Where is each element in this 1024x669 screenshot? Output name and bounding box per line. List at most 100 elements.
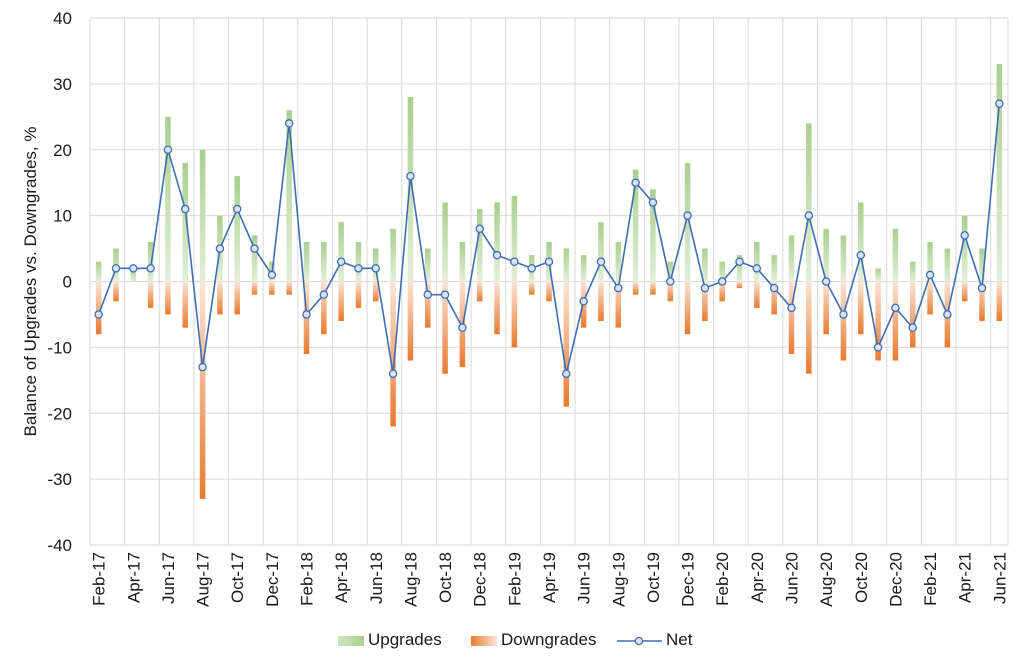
net-point <box>856 250 866 260</box>
downgrades-bar <box>373 281 379 302</box>
downgrades-bar <box>702 281 708 322</box>
net-point <box>908 323 917 332</box>
upgrades-bar <box>442 202 448 282</box>
upgrades-bar <box>321 241 327 282</box>
upgrades-bar <box>944 248 951 282</box>
net-point <box>198 362 207 372</box>
y-axis-title: Balance of Upgrades vs. Downgrades, % <box>21 127 40 437</box>
upgrades-bar <box>632 169 639 282</box>
x-tick-label: Apr-19 <box>540 552 559 603</box>
downgrades-bar <box>788 281 795 354</box>
x-tick-label: Apr-17 <box>124 552 143 603</box>
net-point <box>111 264 121 273</box>
upgrades-bar <box>147 241 154 282</box>
upgrades-bar <box>476 209 483 282</box>
x-tick-label: Aug-20 <box>817 552 836 607</box>
downgrades-bar <box>407 281 414 361</box>
downgrades-bar <box>858 281 864 335</box>
net-point <box>510 257 519 266</box>
net-point <box>232 204 242 214</box>
downgrades-bar <box>667 281 674 302</box>
downgrades-bar <box>771 281 777 315</box>
downgrades-bar <box>113 281 119 302</box>
downgrades-bar <box>892 281 899 361</box>
x-tick-label: Feb-21 <box>921 552 940 606</box>
net-point <box>458 323 467 332</box>
net-point <box>163 145 173 154</box>
downgrades-bar <box>909 281 916 348</box>
y-tick-label: -20 <box>47 404 72 423</box>
downgrades-bar <box>234 281 240 315</box>
upgrades-bar <box>424 248 431 282</box>
gridlines <box>89 17 1009 546</box>
downgrades-bar <box>511 281 518 348</box>
upgrades-bar <box>875 268 881 282</box>
net-point <box>995 99 1004 108</box>
upgrades-bar <box>702 248 708 282</box>
y-tick-label: 40 <box>53 9 72 28</box>
net-point <box>596 257 606 266</box>
x-tick-label: Jun-21 <box>990 552 1009 604</box>
x-tick-label: Jun-18 <box>367 552 386 604</box>
net-point <box>423 290 433 299</box>
downgrades-bar <box>528 281 535 295</box>
upgrades-bar <box>130 268 137 282</box>
downgrades-bar <box>546 281 552 302</box>
x-tick-label: Oct-17 <box>228 552 247 603</box>
upgrades-bar <box>909 261 916 282</box>
upgrades-bar <box>95 261 102 282</box>
legend-net-marker <box>634 636 644 646</box>
upgrades-bar <box>459 241 466 282</box>
upgrades-bar <box>615 241 622 282</box>
downgrades-bar <box>269 281 275 295</box>
net-point <box>804 211 814 220</box>
x-tick-label: Dec-20 <box>886 552 905 607</box>
x-tick-label: Dec-17 <box>263 552 282 607</box>
y-axis-ticks: -40 -30 -20 -10 0 10 20 30 40 <box>47 9 72 555</box>
downgrades-bar <box>251 281 258 295</box>
x-tick-label: Feb-19 <box>505 552 524 606</box>
legend-upgrades-label: Upgrades <box>368 630 442 649</box>
downgrades-bar <box>390 281 396 427</box>
legend: Upgrades Downgrades Net <box>338 630 693 649</box>
y-tick-label: 10 <box>53 207 72 226</box>
downgrades-bar <box>355 281 362 308</box>
upgrades-bar <box>979 248 985 282</box>
net-point <box>787 303 796 313</box>
upgrades-bar <box>251 235 258 282</box>
x-tick-label: Jun-17 <box>159 552 178 604</box>
upgrades-bar <box>667 261 674 282</box>
net-point <box>977 283 987 293</box>
upgrades-bar <box>927 241 933 282</box>
upgrades-bar <box>650 189 656 282</box>
net-point <box>683 211 692 220</box>
net-point <box>250 244 259 253</box>
net-point <box>319 290 329 299</box>
upgrades-bar <box>736 255 743 282</box>
y-tick-label: -30 <box>47 470 72 489</box>
downgrades-bar <box>684 281 691 335</box>
upgrades-bar <box>355 241 362 282</box>
net-point <box>492 250 502 260</box>
net-point <box>336 257 346 266</box>
upgrades-bar <box>840 235 847 282</box>
upgrades-bar <box>858 202 864 282</box>
upgrades-bar <box>771 255 777 282</box>
x-tick-label: Apr-20 <box>748 552 767 603</box>
net-point <box>406 171 415 181</box>
x-tick-label: Aug-19 <box>609 552 628 607</box>
upgrades-bar <box>580 255 587 282</box>
downgrades-bar <box>875 281 881 361</box>
downgrades-bar <box>286 281 292 295</box>
upgrades-bar <box>511 195 518 282</box>
downgrades-bar <box>632 281 639 295</box>
upgrades-bar <box>563 248 570 282</box>
downgrades-bar <box>147 281 154 308</box>
net-point <box>388 369 398 378</box>
net-point <box>735 257 744 266</box>
downgrades-bar <box>321 281 327 335</box>
upgrades-bar <box>961 215 968 282</box>
upgrades-bar <box>494 202 500 282</box>
net-point <box>146 264 155 273</box>
